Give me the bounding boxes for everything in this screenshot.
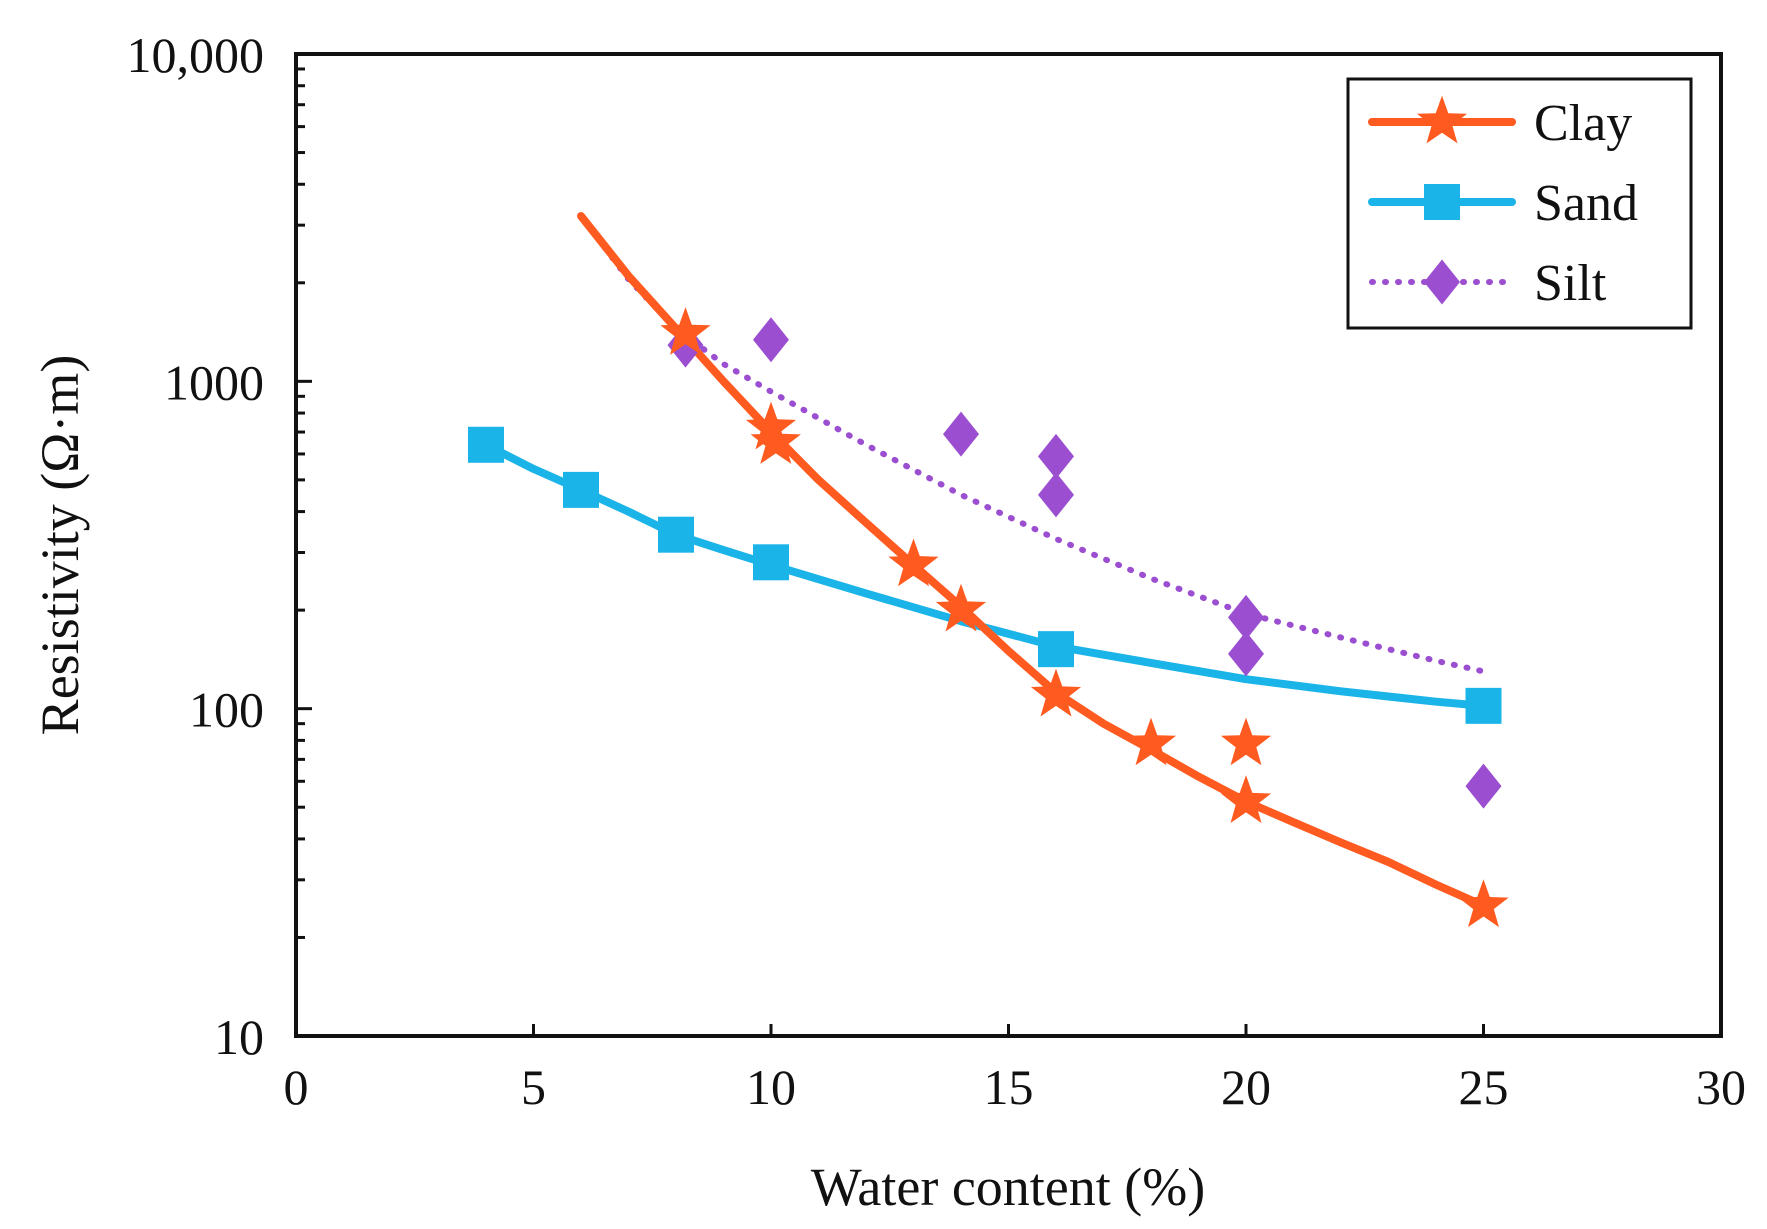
silt-marker bbox=[1228, 631, 1264, 677]
y-axis-label: Resistivity (Ω·m) bbox=[30, 355, 90, 736]
clay-marker bbox=[1220, 775, 1272, 823]
clay-marker bbox=[660, 307, 711, 355]
x-tick-label: 30 bbox=[1696, 1059, 1746, 1115]
sand-fit-line bbox=[482, 440, 1488, 710]
silt-marker bbox=[753, 317, 789, 363]
clay-marker bbox=[745, 401, 797, 450]
x-axis-label: Water content (%) bbox=[811, 1157, 1205, 1217]
x-tick-label: 20 bbox=[1221, 1059, 1271, 1115]
legend-marker-clay bbox=[1416, 95, 1468, 144]
legend-label-silt: Silt bbox=[1534, 255, 1607, 312]
silt-marker bbox=[943, 411, 979, 457]
x-tick-label: 10 bbox=[746, 1059, 796, 1115]
x-tick-label: 15 bbox=[984, 1059, 1034, 1115]
silt-fit-line bbox=[578, 213, 1487, 675]
clay-marker bbox=[1458, 879, 1509, 928]
sand-marker bbox=[563, 471, 599, 508]
x-tick-label: 0 bbox=[284, 1059, 309, 1115]
clay-marker bbox=[1125, 717, 1177, 766]
y-tick-label: 100 bbox=[189, 682, 264, 738]
clay-marker bbox=[1220, 717, 1272, 766]
silt-marker bbox=[1228, 594, 1264, 640]
legend-marker-silt bbox=[1424, 259, 1460, 305]
sand-marker bbox=[468, 426, 504, 463]
clay-marker bbox=[1030, 668, 1082, 717]
silt-marker bbox=[1038, 472, 1074, 518]
clay-marker bbox=[750, 416, 801, 464]
legend-label-clay: Clay bbox=[1534, 95, 1632, 152]
data-markers bbox=[468, 307, 1509, 928]
sand-marker bbox=[1465, 687, 1502, 724]
x-tick-label: 5 bbox=[521, 1059, 546, 1115]
legend-marker-sand bbox=[1424, 184, 1460, 220]
silt-marker bbox=[1038, 433, 1074, 479]
y-tick-label: 10 bbox=[214, 1009, 264, 1065]
clay-marker bbox=[888, 538, 939, 587]
silt-marker bbox=[1465, 763, 1502, 809]
clay-marker bbox=[935, 583, 987, 632]
y-tick-label: 10,000 bbox=[127, 27, 265, 83]
legend-label-sand: Sand bbox=[1534, 175, 1638, 232]
fit-curves bbox=[482, 212, 1488, 910]
y-tick-label: 1000 bbox=[164, 354, 264, 410]
axis-ticks: 0 5 10 15 20 25 30 10 100 1000 10,000 bbox=[127, 27, 1747, 1115]
sand-marker bbox=[658, 516, 694, 553]
sand-marker bbox=[1038, 631, 1074, 668]
x-tick-label: 25 bbox=[1459, 1059, 1509, 1115]
sand-marker bbox=[753, 544, 789, 581]
clay-fit-line bbox=[577, 212, 1488, 910]
legend: Clay Sand Silt bbox=[1346, 77, 1693, 330]
